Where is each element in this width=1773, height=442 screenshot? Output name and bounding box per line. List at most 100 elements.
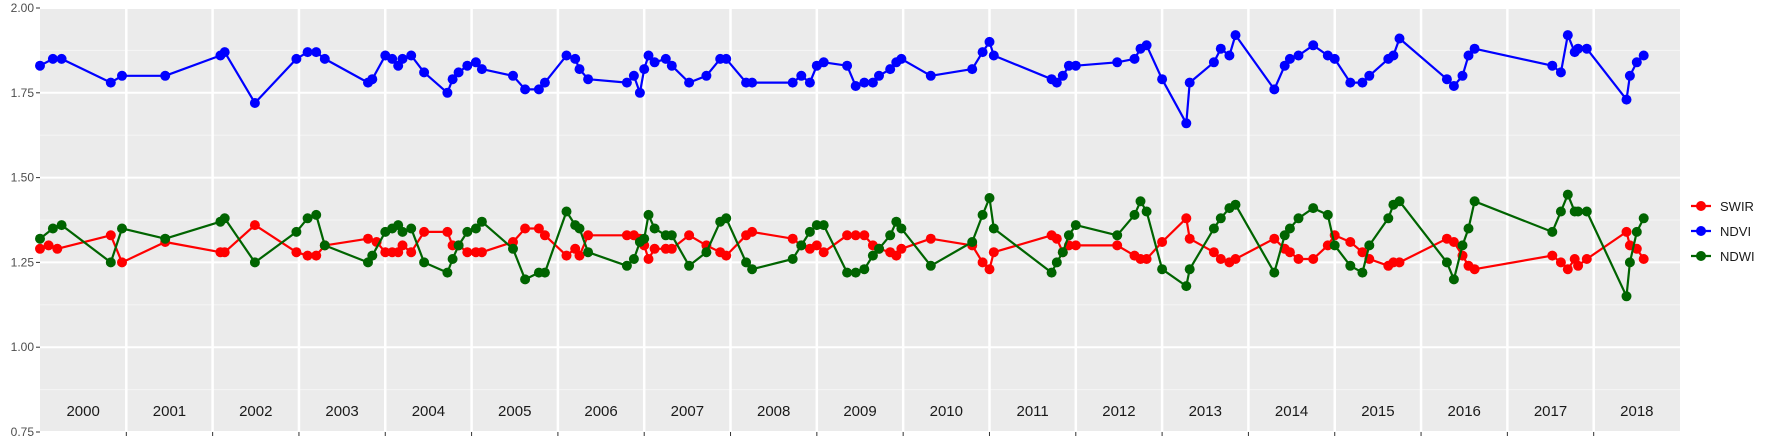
year-label: 2018	[1620, 403, 1653, 420]
data-point	[35, 233, 45, 244]
data-point	[1638, 254, 1649, 264]
data-point	[1141, 206, 1152, 217]
data-point	[1329, 240, 1340, 251]
data-point	[925, 70, 936, 81]
data-point	[380, 247, 391, 258]
year-label: 2010	[930, 403, 963, 420]
data-point	[1269, 84, 1280, 95]
data-point	[818, 220, 829, 231]
data-point	[1279, 60, 1290, 71]
data-point	[684, 260, 695, 271]
data-point	[859, 77, 870, 88]
data-point	[1181, 281, 1192, 292]
data-point	[1547, 226, 1558, 237]
data-point	[470, 57, 481, 68]
data-point	[1441, 74, 1452, 85]
data-point	[885, 230, 896, 241]
data-point	[1562, 264, 1573, 275]
data-point	[117, 70, 127, 81]
data-point	[1230, 30, 1241, 41]
data-point	[219, 247, 230, 258]
data-point	[105, 257, 116, 268]
data-point	[442, 267, 453, 278]
data-point	[984, 264, 995, 275]
data-point	[367, 74, 378, 85]
data-point	[684, 77, 695, 88]
data-point	[1448, 81, 1459, 91]
data-point	[219, 47, 230, 58]
data-point	[649, 223, 660, 234]
data-point	[804, 77, 815, 88]
data-point	[442, 87, 453, 98]
data-point	[1269, 267, 1280, 278]
data-point	[643, 50, 654, 61]
data-point	[311, 250, 322, 261]
data-point	[419, 67, 430, 78]
data-point	[1157, 237, 1168, 247]
data-point	[302, 250, 313, 261]
data-point	[1112, 240, 1123, 251]
year-label: 2001	[153, 403, 186, 420]
data-point	[1215, 213, 1226, 224]
data-point	[721, 250, 732, 261]
year-label: 2007	[671, 403, 704, 420]
data-point	[1224, 50, 1235, 61]
data-point	[561, 50, 572, 61]
data-point	[1581, 254, 1592, 264]
data-point	[1184, 77, 1195, 88]
data-point	[1573, 43, 1584, 54]
data-point	[666, 60, 677, 71]
data-point	[1293, 254, 1304, 264]
year-labels: 2000 2001 2002 2003 2004 2005 2006 2007 2008 2009…	[66, 403, 1653, 420]
data-point	[1070, 220, 1081, 231]
data-point	[1208, 57, 1219, 68]
data-point	[988, 247, 999, 258]
data-point	[721, 53, 732, 64]
data-point	[1573, 206, 1584, 217]
data-point	[1394, 196, 1405, 207]
data-point	[649, 243, 660, 254]
data-point	[701, 247, 712, 258]
data-point	[105, 77, 116, 88]
data-point	[1345, 237, 1356, 247]
data-point	[1051, 77, 1062, 88]
legend: SWIR NDVI NDWI	[1691, 199, 1755, 264]
data-point	[1308, 254, 1319, 264]
series-layer	[35, 30, 1649, 302]
data-point	[796, 70, 807, 81]
data-point	[291, 53, 302, 64]
data-point	[1357, 77, 1368, 88]
legend-label: NDWI	[1720, 249, 1755, 264]
year-label: 2006	[584, 403, 617, 420]
data-point	[574, 223, 585, 234]
data-point	[859, 264, 870, 275]
data-point	[363, 233, 373, 244]
data-point	[1457, 240, 1468, 251]
data-point	[896, 223, 907, 234]
data-point	[639, 233, 650, 244]
data-point	[1383, 213, 1394, 224]
data-point	[818, 247, 829, 258]
data-point	[1469, 264, 1480, 275]
data-point	[1555, 206, 1566, 217]
data-point	[747, 226, 758, 237]
data-point	[1230, 199, 1241, 210]
data-point	[311, 47, 322, 58]
data-point	[984, 36, 995, 47]
data-point	[447, 254, 458, 264]
data-point	[574, 64, 585, 75]
data-point	[442, 226, 453, 237]
data-point	[1631, 57, 1642, 68]
data-point	[406, 247, 417, 258]
data-point	[891, 216, 902, 227]
data-point	[47, 223, 58, 234]
data-point	[639, 64, 650, 75]
data-point	[561, 250, 572, 261]
data-point	[291, 226, 302, 237]
data-point	[660, 53, 671, 64]
year-label: 2002	[239, 403, 272, 420]
data-point	[1279, 230, 1290, 241]
data-point	[1112, 57, 1123, 68]
data-point	[666, 243, 677, 254]
data-point	[977, 209, 988, 220]
